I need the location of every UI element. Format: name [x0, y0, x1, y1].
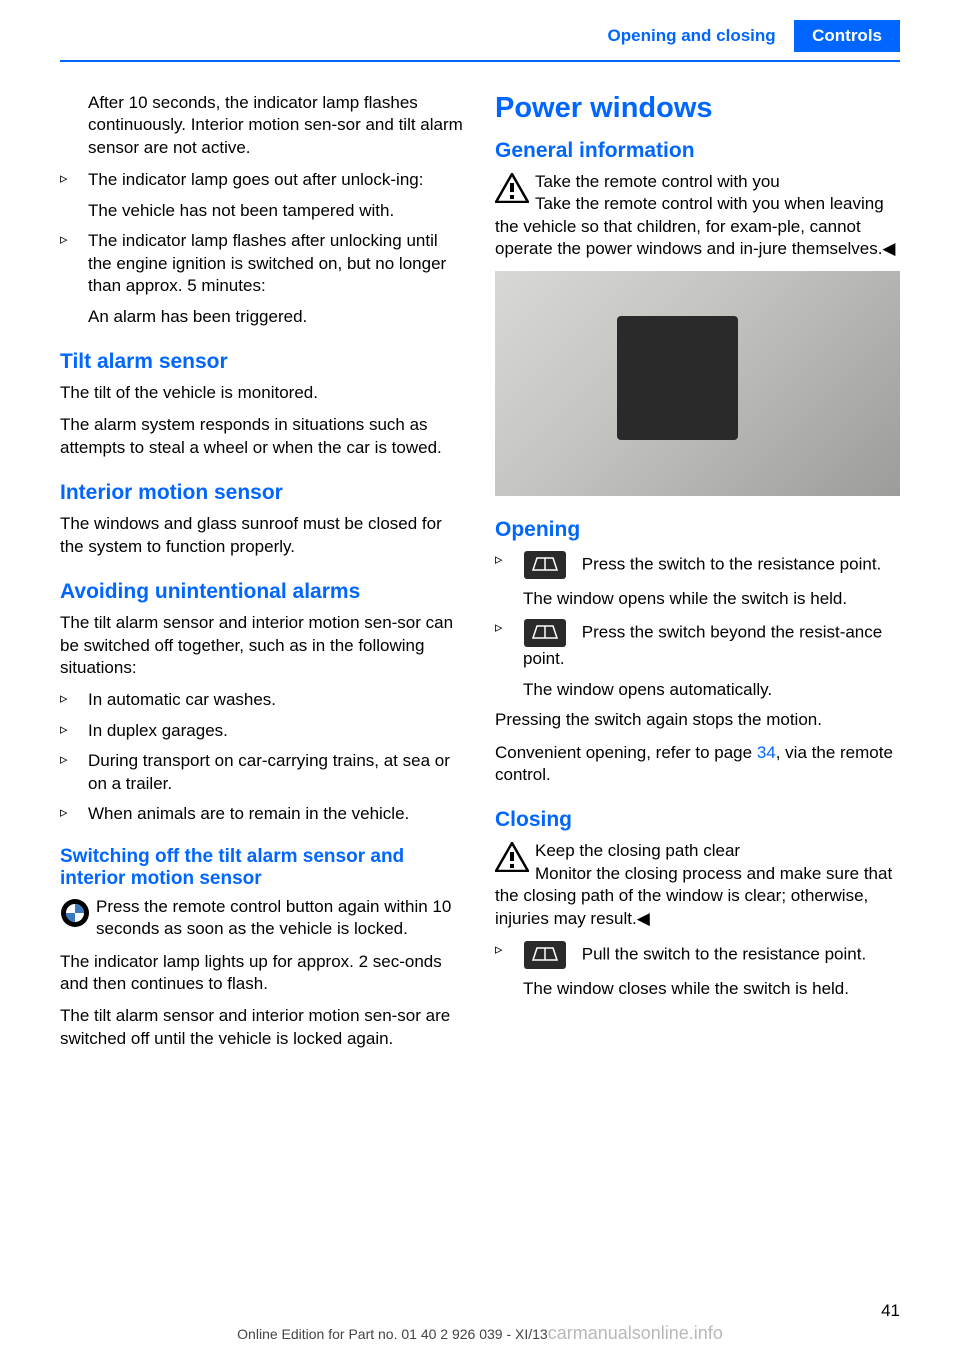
list-lead: Press the switch to the resistance point…: [582, 554, 882, 573]
list-lead: The indicator lamp goes out after unlock…: [88, 170, 423, 189]
avoid-heading: Avoiding unintentional alarms: [60, 580, 465, 604]
closing-list: Pull the switch to the resistance point.…: [495, 940, 900, 1000]
list-text: In automatic car washes.: [88, 690, 276, 709]
list-follow: The vehicle has not been tampered with.: [88, 200, 465, 222]
warning-icon: [495, 840, 535, 872]
left-column: After 10 seconds, the indicator lamp fla…: [60, 92, 465, 1060]
list-text: When animals are to remain in the vehicl…: [88, 804, 409, 823]
content-columns: After 10 seconds, the indicator lamp fla…: [0, 92, 960, 1060]
footer-line: Online Edition for Part no. 01 40 2 926 …: [60, 1323, 900, 1344]
window-switch-icon: [523, 940, 571, 970]
list-item: The indicator lamp flashes after unlocki…: [60, 230, 465, 328]
window-switch-icon: [523, 550, 571, 580]
list-item: During transport on car-carrying trains,…: [60, 750, 465, 795]
tilt-p2: The alarm system responds in situations …: [60, 414, 465, 459]
bmw-roundel-icon: [60, 896, 96, 928]
opening-heading: Opening: [495, 518, 900, 542]
switchoff-heading: Switching off the tilt alarm sensor and …: [60, 846, 465, 890]
right-column: Power windows General information Take t…: [495, 92, 900, 1060]
switchoff-p3: The tilt alarm sensor and interior motio…: [60, 1005, 465, 1050]
list-follow: The window closes while the switch is he…: [523, 978, 900, 1000]
list-text: During transport on car-carrying trains,…: [88, 751, 450, 792]
general-warning-block: Take the remote control with you Take th…: [495, 171, 900, 261]
general-warning-text: Take the remote control with you when le…: [495, 194, 896, 258]
list-item: The indicator lamp goes out after unlock…: [60, 169, 465, 222]
page-link[interactable]: 34: [757, 743, 776, 762]
list-item: Pull the switch to the resistance point.…: [495, 940, 900, 1000]
list-follow: The window opens automatically.: [523, 679, 900, 701]
closing-warning-title: Keep the closing path clear: [535, 841, 740, 860]
avoid-list: In automatic car washes. In duplex garag…: [60, 689, 465, 825]
warning-icon: [495, 171, 535, 203]
closing-warning-text: Monitor the closing process and make sur…: [495, 864, 892, 928]
opening-list: Press the switch to the resistance point…: [495, 550, 900, 701]
list-follow: The window opens while the switch is hel…: [523, 588, 900, 610]
tilt-p1: The tilt of the vehicle is monitored.: [60, 382, 465, 404]
avoid-p: The tilt alarm sensor and interior motio…: [60, 612, 465, 679]
watermark: carmanualsonline.info: [548, 1323, 723, 1343]
section-label: Controls: [794, 20, 900, 52]
opening-p1: Pressing the switch again stops the moti…: [495, 709, 900, 731]
switchoff-p1: Press the remote control button again wi…: [96, 897, 451, 938]
closing-warning-block: Keep the closing path clear Monitor the …: [495, 840, 900, 930]
intro-paragraph: After 10 seconds, the indicator lamp fla…: [60, 92, 465, 159]
list-lead: Pull the switch to the resistance point.: [582, 945, 866, 964]
interior-heading: Interior motion sensor: [60, 481, 465, 505]
breadcrumb: Opening and closing: [608, 26, 790, 45]
page-number: 41: [60, 1301, 900, 1321]
opening-p2: Convenient opening, refer to page 34, vi…: [495, 742, 900, 787]
list-lead: The indicator lamp flashes after unlocki…: [88, 231, 446, 295]
header-divider: [60, 60, 900, 62]
switchoff-p2: The indicator lamp lights up for approx.…: [60, 951, 465, 996]
list-lead: Press the switch beyond the resist‐ance …: [523, 623, 882, 669]
list-item: Press the switch beyond the resist‐ance …: [495, 618, 900, 701]
window-switch-icon: [523, 618, 571, 648]
list-follow: An alarm has been triggered.: [88, 306, 465, 328]
page-footer: 41 Online Edition for Part no. 01 40 2 9…: [0, 1301, 960, 1344]
page-container: Opening and closing Controls After 10 se…: [0, 0, 960, 1060]
general-warning-title: Take the remote control with you: [535, 172, 780, 191]
page-header: Opening and closing Controls: [0, 0, 960, 60]
list-item: In duplex garages.: [60, 720, 465, 742]
switchoff-block: Press the remote control button again wi…: [60, 896, 465, 941]
closing-heading: Closing: [495, 808, 900, 832]
general-info-heading: General information: [495, 139, 900, 163]
opening-p2a: Convenient opening, refer to page: [495, 743, 757, 762]
footer-text: Online Edition for Part no. 01 40 2 926 …: [237, 1326, 548, 1342]
interior-p: The windows and glass sunroof must be cl…: [60, 513, 465, 558]
indicator-list: The indicator lamp goes out after unlock…: [60, 169, 465, 328]
list-item: In automatic car washes.: [60, 689, 465, 711]
power-windows-title: Power windows: [495, 92, 900, 125]
list-item: When animals are to remain in the vehicl…: [60, 803, 465, 825]
list-text: In duplex garages.: [88, 721, 228, 740]
window-switch-photo: [495, 271, 900, 496]
list-item: Press the switch to the resistance point…: [495, 550, 900, 610]
tilt-heading: Tilt alarm sensor: [60, 350, 465, 374]
